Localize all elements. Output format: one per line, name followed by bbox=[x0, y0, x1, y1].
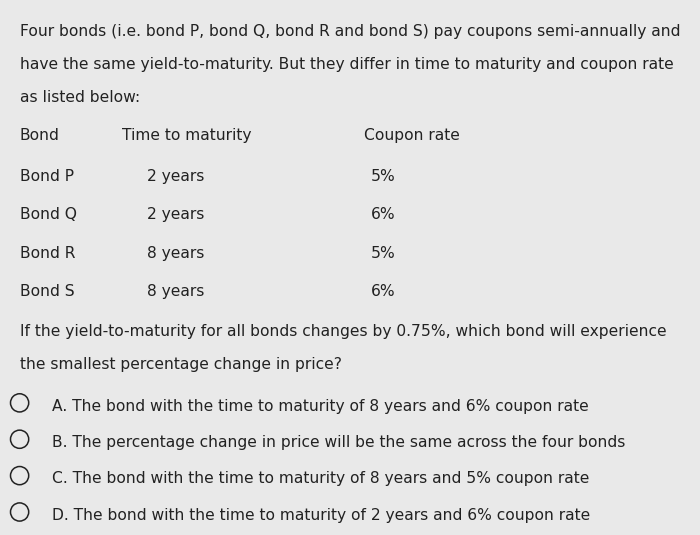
Text: D. The bond with the time to maturity of 2 years and 6% coupon rate: D. The bond with the time to maturity of… bbox=[52, 508, 591, 523]
Text: Four bonds (i.e. bond P, bond Q, bond R and bond S) pay coupons semi-annually an: Four bonds (i.e. bond P, bond Q, bond R … bbox=[20, 24, 680, 39]
Text: 6%: 6% bbox=[371, 284, 395, 299]
Text: Time to maturity: Time to maturity bbox=[122, 128, 252, 143]
Text: Bond Q: Bond Q bbox=[20, 207, 76, 222]
Text: C. The bond with the time to maturity of 8 years and 5% coupon rate: C. The bond with the time to maturity of… bbox=[52, 471, 590, 486]
Text: as listed below:: as listed below: bbox=[20, 90, 140, 105]
Text: 5%: 5% bbox=[371, 169, 395, 184]
Text: Bond P: Bond P bbox=[20, 169, 74, 184]
Text: Bond: Bond bbox=[20, 128, 60, 143]
Text: Coupon rate: Coupon rate bbox=[364, 128, 460, 143]
Text: the smallest percentage change in price?: the smallest percentage change in price? bbox=[20, 357, 342, 372]
Text: A. The bond with the time to maturity of 8 years and 6% coupon rate: A. The bond with the time to maturity of… bbox=[52, 399, 589, 414]
Text: 6%: 6% bbox=[371, 207, 395, 222]
Text: 8 years: 8 years bbox=[147, 246, 204, 261]
Text: 8 years: 8 years bbox=[147, 284, 204, 299]
Text: have the same yield-to-maturity. But they differ in time to maturity and coupon : have the same yield-to-maturity. But the… bbox=[20, 57, 673, 72]
Text: 5%: 5% bbox=[371, 246, 395, 261]
Text: Bond R: Bond R bbox=[20, 246, 75, 261]
Text: 2 years: 2 years bbox=[147, 207, 204, 222]
Text: 2 years: 2 years bbox=[147, 169, 204, 184]
Text: B. The percentage change in price will be the same across the four bonds: B. The percentage change in price will b… bbox=[52, 435, 626, 450]
Text: Bond S: Bond S bbox=[20, 284, 74, 299]
Text: If the yield-to-maturity for all bonds changes by 0.75%, which bond will experie: If the yield-to-maturity for all bonds c… bbox=[20, 324, 666, 339]
